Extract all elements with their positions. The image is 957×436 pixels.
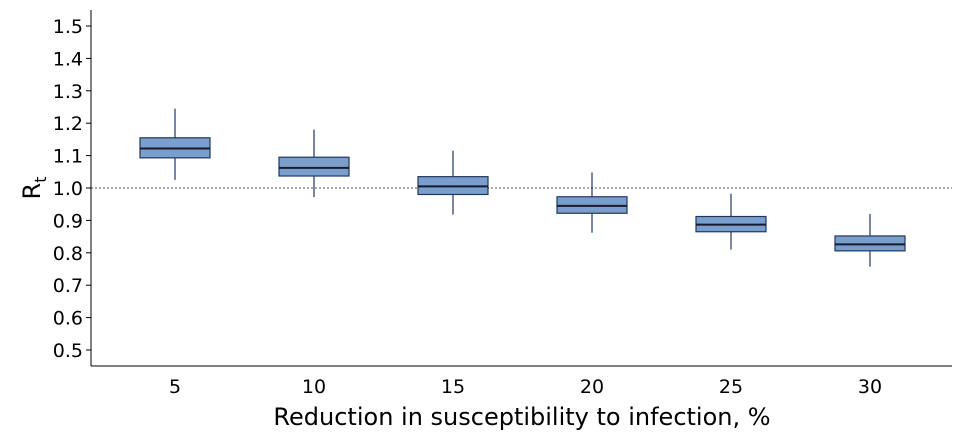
box-15 [417,150,489,215]
y-axis-title-main: R [18,183,46,200]
box-body [278,156,350,177]
box-5 [139,108,211,180]
box-20 [556,172,628,233]
y-tick-label: 1.2 [53,113,83,135]
labels-layer: Reduction in susceptibility to infection… [18,16,882,431]
y-tick-label: 1.4 [53,48,83,70]
y-tick-label: 1.5 [53,16,83,38]
x-axis-title: Reduction in susceptibility to infection… [273,403,770,431]
y-axis-title-subscript: t [31,177,50,183]
x-tick-label: 25 [719,376,743,398]
y-tick-label: 1.0 [53,178,83,200]
y-axis-title: Rt [18,177,50,200]
x-tick-label: 10 [302,376,326,398]
x-tick-label: 15 [441,376,465,398]
box-30 [834,213,906,267]
y-tick-label: 0.5 [53,340,83,362]
x-tick-label: 5 [169,376,181,398]
y-tick-label: 1.3 [53,81,83,103]
box-25 [695,193,767,250]
x-tick-label: 20 [580,376,604,398]
y-tick-label: 0.6 [53,308,83,330]
marks-layer [86,25,952,351]
box-10 [278,129,350,198]
y-tick-label: 0.9 [53,210,83,232]
y-tick-label: 0.8 [53,243,83,265]
y-tick-label: 1.1 [53,146,83,168]
x-tick-label: 30 [858,376,882,398]
axes-layer [90,10,952,367]
y-tick-label: 0.7 [53,275,83,297]
